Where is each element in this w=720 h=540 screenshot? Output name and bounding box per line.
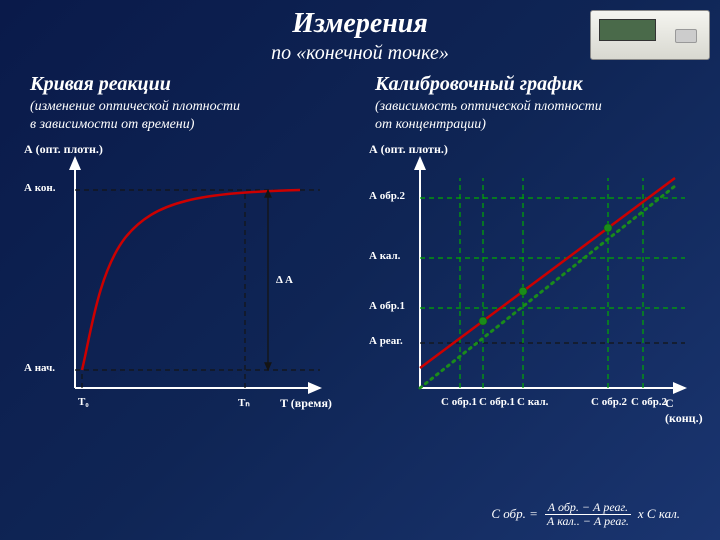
right-sub1: (зависимость оптической плотности bbox=[375, 98, 700, 116]
x-c-obr1a: С обр.1 bbox=[441, 396, 477, 408]
left-title: Кривая реакции bbox=[30, 73, 355, 96]
left-col-header: Кривая реакции (изменение оптической пло… bbox=[30, 73, 355, 134]
x-c-obr2b: С обр.2 bbox=[631, 396, 667, 408]
formula-numerator: А обр. − А реаг. bbox=[545, 501, 631, 515]
label-tn: Tₙ bbox=[238, 396, 250, 409]
x-c-obr2a: С обр.2 bbox=[591, 396, 627, 408]
left-y-axis-label: А (опт. плотн.) bbox=[24, 142, 103, 157]
formula-rhs: x С кал. bbox=[638, 506, 680, 522]
label-a-reag: А реаг. bbox=[369, 335, 403, 347]
reaction-curve-chart: А (опт. плотн.) А кон. А нач. Δ А T₀ Tₙ … bbox=[20, 138, 355, 468]
right-col-header: Калибровочный график (зависимость оптиче… bbox=[375, 73, 700, 134]
left-sub2: в зависимости от времени) bbox=[30, 116, 355, 134]
x-c-obr1b: С обр.1 bbox=[479, 396, 515, 408]
right-x-axis-label: С (конц.) bbox=[665, 396, 703, 426]
formula-denominator: А кал.. − А реаг. bbox=[544, 515, 632, 528]
formula: С обр. = А обр. − А реаг. А кал.. − А ре… bbox=[491, 501, 680, 528]
formula-fraction: А обр. − А реаг. А кал.. − А реаг. bbox=[544, 501, 632, 528]
right-y-axis-label: А (опт. плотн.) bbox=[369, 142, 448, 157]
x-c-kal: С кал. bbox=[517, 396, 548, 408]
label-a-nach: А нач. bbox=[24, 362, 55, 374]
label-a-kal: А кал. bbox=[369, 250, 400, 262]
formula-lhs: С обр. = bbox=[491, 506, 538, 522]
device-image bbox=[590, 10, 710, 60]
label-a-obr1: А обр.1 bbox=[369, 300, 405, 312]
label-a-obr2: А обр.2 bbox=[369, 190, 405, 202]
label-a-kon: А кон. bbox=[24, 182, 55, 194]
label-delta-a: Δ А bbox=[276, 274, 293, 286]
calibration-chart: А (опт. плотн.) А обр.2 А кал. А обр.1 А… bbox=[365, 138, 700, 468]
left-sub1: (изменение оптической плотности bbox=[30, 98, 355, 116]
column-headers: Кривая реакции (изменение оптической пло… bbox=[0, 67, 720, 134]
left-x-axis-label: T (время) bbox=[280, 396, 332, 411]
charts-row: А (опт. плотн.) А кон. А нач. Δ А T₀ Tₙ … bbox=[0, 134, 720, 468]
label-t0: T₀ bbox=[78, 396, 89, 408]
right-chart-svg bbox=[365, 138, 695, 428]
right-sub2: от концентрации) bbox=[375, 116, 700, 134]
right-title: Калибровочный график bbox=[375, 73, 700, 96]
